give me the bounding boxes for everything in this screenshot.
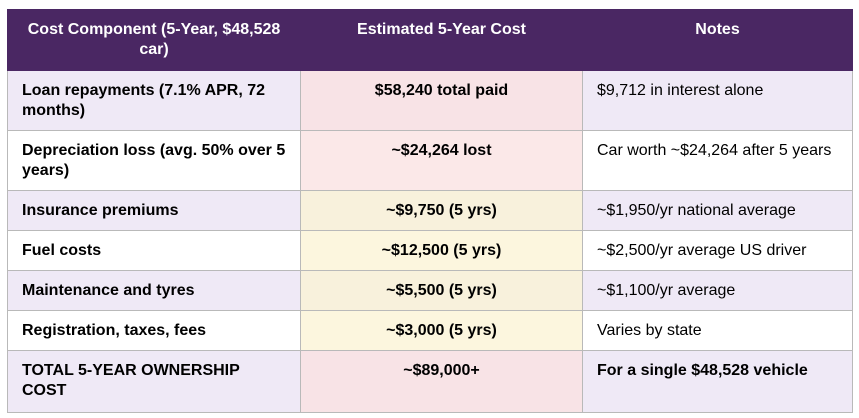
table-header-row: Cost Component (5-Year, $48,528 car) Est… — [8, 10, 853, 71]
cell-note: Varies by state — [583, 311, 853, 351]
cell-component: Registration, taxes, fees — [8, 311, 301, 351]
cell-component: Depreciation loss (avg. 50% over 5 years… — [8, 131, 301, 191]
cell-cost: $58,240 total paid — [301, 71, 583, 131]
cell-cost: ~$3,000 (5 yrs) — [301, 311, 583, 351]
header-notes: Notes — [583, 10, 853, 71]
table-row: Depreciation loss (avg. 50% over 5 years… — [8, 131, 853, 191]
cell-cost: ~$5,500 (5 yrs) — [301, 271, 583, 311]
table-row: Fuel costs ~$12,500 (5 yrs) ~$2,500/yr a… — [8, 231, 853, 271]
table-row: Insurance premiums ~$9,750 (5 yrs) ~$1,9… — [8, 191, 853, 231]
header-cost-component: Cost Component (5-Year, $48,528 car) — [8, 10, 301, 71]
cell-cost: ~$24,264 lost — [301, 131, 583, 191]
cell-cost: ~$12,500 (5 yrs) — [301, 231, 583, 271]
cell-note: Car worth ~$24,264 after 5 years — [583, 131, 853, 191]
cell-total-note: For a single $48,528 vehicle — [583, 351, 853, 413]
table-row: Loan repayments (7.1% APR, 72 months) $5… — [8, 71, 853, 131]
total-row: TOTAL 5-YEAR OWNERSHIP COST ~$89,000+ Fo… — [8, 351, 853, 413]
cell-total-cost: ~$89,000+ — [301, 351, 583, 413]
cell-component: Insurance premiums — [8, 191, 301, 231]
table-row: Maintenance and tyres ~$5,500 (5 yrs) ~$… — [8, 271, 853, 311]
header-estimated-cost: Estimated 5-Year Cost — [301, 10, 583, 71]
cell-component: Fuel costs — [8, 231, 301, 271]
cost-table: Cost Component (5-Year, $48,528 car) Est… — [7, 9, 853, 413]
cell-note: ~$1,100/yr average — [583, 271, 853, 311]
cell-total-label: TOTAL 5-YEAR OWNERSHIP COST — [8, 351, 301, 413]
table-row: Registration, taxes, fees ~$3,000 (5 yrs… — [8, 311, 853, 351]
cell-note: $9,712 in interest alone — [583, 71, 853, 131]
cell-note: ~$1,950/yr national average — [583, 191, 853, 231]
cell-component: Loan repayments (7.1% APR, 72 months) — [8, 71, 301, 131]
cell-component: Maintenance and tyres — [8, 271, 301, 311]
cell-note: ~$2,500/yr average US driver — [583, 231, 853, 271]
cell-cost: ~$9,750 (5 yrs) — [301, 191, 583, 231]
